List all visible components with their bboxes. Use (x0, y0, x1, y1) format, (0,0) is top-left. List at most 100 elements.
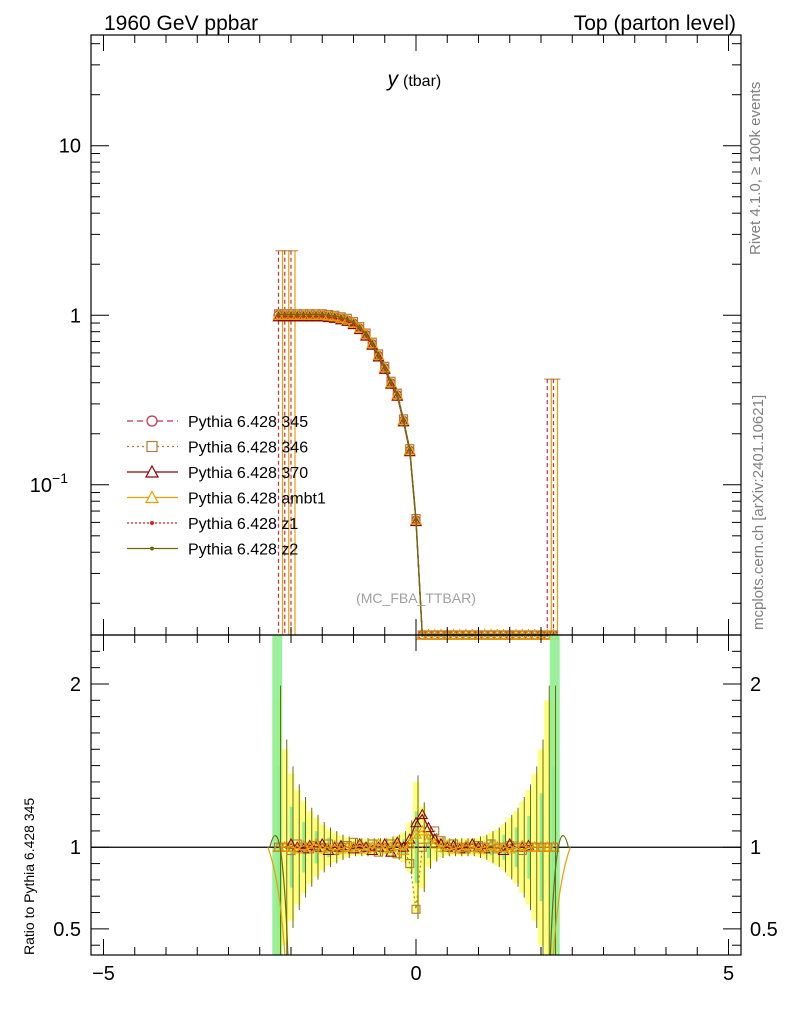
ratio-point (353, 839, 366, 851)
mcplots-label: mcplots.cern.ch [arXiv:2401.10621] (750, 395, 767, 630)
ratio-point (391, 839, 404, 851)
ratio-y-tick-label-left: 1 (70, 837, 81, 859)
x-tick-label: 5 (723, 963, 734, 985)
ratio-edge-curve (267, 847, 286, 956)
ratio-point (428, 832, 441, 844)
data-point (397, 414, 410, 425)
y-tick-label: 1 (70, 305, 81, 327)
ratio-point (447, 839, 460, 851)
ratio-y-tick-label-right: 2 (750, 674, 761, 696)
data-point (372, 350, 385, 362)
data-point (308, 312, 312, 317)
data-point (370, 341, 374, 345)
data-point (358, 325, 362, 329)
ratio-point (391, 836, 404, 847)
data-point (276, 312, 281, 317)
data-point (351, 320, 356, 324)
legend-label: Pythia 6.428 345 (188, 414, 308, 431)
ratio-point (422, 832, 435, 844)
y-tick-label: 10−1 (30, 470, 68, 497)
data-point (397, 415, 410, 427)
ratio-point (335, 839, 347, 851)
legend-label: Pythia 6.428 z2 (188, 542, 298, 559)
legend: Pythia 6.428 345 Pythia 6.428 346 Pythia 6… (127, 414, 326, 559)
ratio-point (297, 839, 310, 851)
data-point (295, 312, 299, 317)
ratio-point (403, 837, 416, 849)
plot-title-sub: (tbar) (403, 73, 441, 90)
legend-marker (146, 440, 158, 453)
watermark: (MC_FBA_TTBAR) (356, 590, 476, 606)
ratio-point (428, 837, 441, 849)
data-point (372, 349, 385, 360)
data-point (378, 361, 391, 373)
data-point (339, 315, 343, 320)
y-tick-label-exponent: −1 (52, 470, 68, 486)
ratio-series-line (278, 813, 554, 854)
ratio-point (341, 841, 354, 852)
data-point (366, 337, 379, 349)
x-tick-label: −5 (92, 963, 115, 985)
ratio-point (466, 837, 479, 849)
data-point (389, 380, 393, 384)
ratio-point (472, 841, 485, 852)
ratio-point (528, 841, 541, 852)
series-line (278, 315, 554, 636)
ratio-edge-curve (549, 835, 569, 956)
ratio-point (310, 837, 322, 849)
data-point (391, 388, 404, 400)
legend-label: Pythia 6.428 ambt1 (188, 491, 326, 508)
ratio-plot: 2 2 1 1 0.5 0.5 −5 0 5 Ratio to Pythia 6.428 345 (21, 634, 778, 985)
ratio-point (516, 839, 529, 851)
ratio-point (497, 841, 510, 852)
ratio-point (485, 839, 497, 851)
data-point (384, 376, 398, 388)
ratio-point (491, 841, 504, 852)
ratio-point (416, 808, 429, 820)
data-point (366, 338, 379, 350)
data-point (391, 389, 404, 401)
ratio-point (547, 841, 560, 852)
ratio-point (378, 837, 391, 849)
ratio-point (466, 841, 479, 852)
data-point (326, 313, 331, 317)
legend-marker (150, 546, 154, 551)
legend-label: Pythia 6.428 346 (188, 440, 308, 457)
series-line (278, 316, 554, 636)
header-left: 1960 GeV ppbar (104, 12, 258, 35)
ratio-point (405, 859, 415, 869)
y-tick-label: 10 (59, 136, 81, 158)
ratio-point (541, 841, 554, 852)
legend-marker (150, 521, 154, 525)
data-point (320, 312, 324, 317)
ratio-point (460, 839, 472, 851)
ratio-point (285, 837, 297, 849)
ratio-point (522, 841, 535, 852)
data-point (359, 328, 373, 340)
data-point (384, 377, 398, 389)
data-point (359, 329, 373, 341)
ratio-point (328, 839, 341, 851)
data-point (341, 313, 354, 325)
ratio-plot-ticks: 2 2 1 1 0.5 0.5 −5 0 5 (53, 635, 778, 985)
ratio-edge-curve (269, 835, 289, 956)
series-line (278, 313, 554, 636)
header-right: Top (parton level) (574, 12, 736, 35)
ratio-point (522, 839, 535, 851)
ratio-point (285, 841, 297, 852)
data-point (408, 447, 412, 452)
ratio-point (410, 816, 422, 828)
legend-label: Pythia 6.428 370 (188, 465, 308, 482)
main-plot-data (272, 250, 561, 640)
ratio-edge-curve (552, 847, 571, 956)
data-point (364, 332, 368, 336)
ratio-point (272, 841, 285, 852)
data-point (401, 418, 406, 422)
data-point (376, 353, 381, 357)
ratio-point (411, 904, 421, 914)
ratio-point (435, 837, 447, 849)
data-point (283, 312, 287, 317)
data-point (345, 317, 349, 321)
plot-title-main: y (386, 68, 400, 91)
